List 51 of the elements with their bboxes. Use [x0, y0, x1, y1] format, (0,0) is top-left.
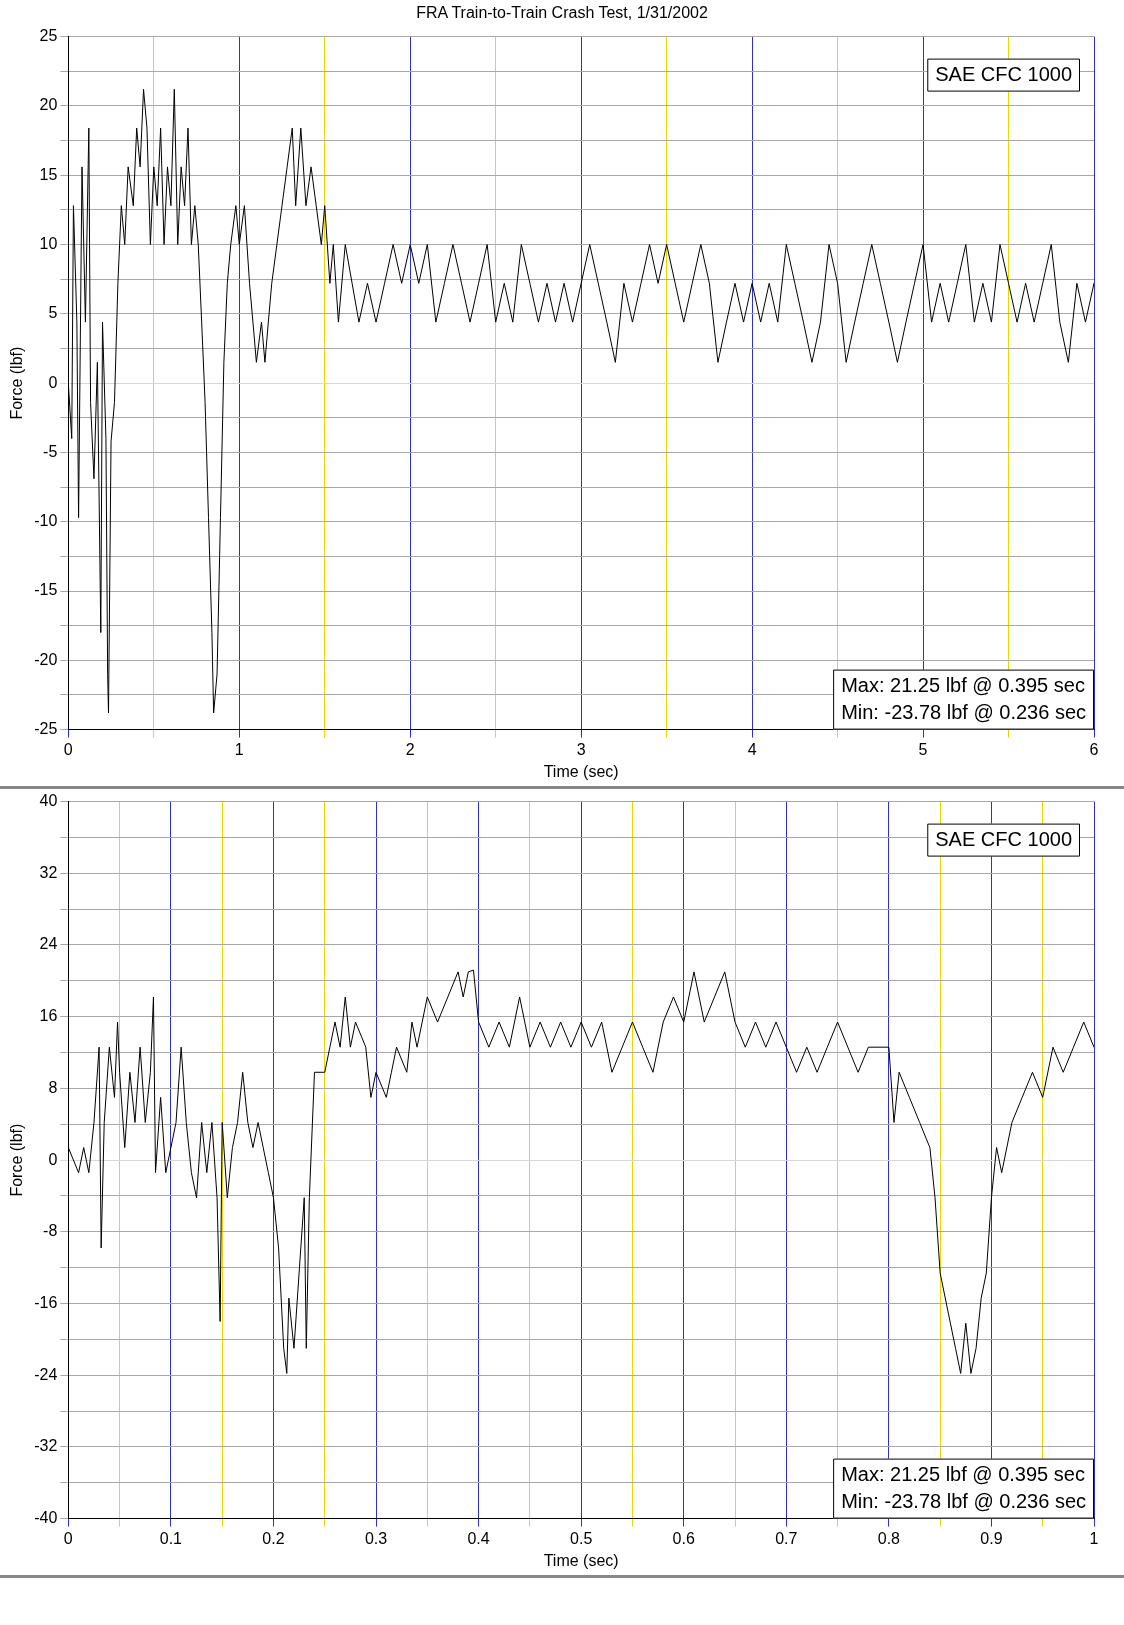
annotation: Min: -23.78 lbf @ 0.236 sec	[841, 700, 1086, 723]
y-tick-label: -8	[43, 1222, 58, 1240]
x-tick-label: 0.7	[775, 1529, 798, 1547]
y-tick-label: 15	[39, 165, 58, 183]
y-tick-label: 40	[39, 792, 58, 810]
y-tick-label: -16	[34, 1293, 58, 1311]
x-axis-title: Time (sec)	[543, 1551, 619, 1569]
x-tick-label: 0.8	[877, 1529, 901, 1547]
annotation: Max: 21.25 lbf @ 0.395 sec	[841, 673, 1085, 696]
y-tick-label: -15	[34, 581, 58, 599]
y-tick-label: 24	[39, 935, 58, 953]
y-tick-label: 0	[48, 1150, 58, 1168]
x-tick-label: 1	[234, 740, 244, 758]
x-tick-label: 0.4	[467, 1529, 490, 1547]
y-tick-label: 10	[39, 234, 58, 252]
annotation: Max: 21.25 lbf @ 0.395 sec	[841, 1462, 1085, 1485]
x-tick-label: 4	[747, 740, 757, 758]
x-tick-label: 0.5	[570, 1529, 593, 1547]
x-tick-label: 1	[1089, 1529, 1099, 1547]
annotation: SAE CFC 1000	[935, 827, 1073, 850]
x-tick-label: 0.1	[159, 1529, 183, 1547]
x-tick-label: 0.3	[364, 1529, 388, 1547]
y-tick-label: -24	[34, 1365, 58, 1383]
y-tick-label: 8	[48, 1078, 58, 1096]
annotation: SAE CFC 1000	[935, 62, 1073, 85]
annotation: Min: -23.78 lbf @ 0.236 sec	[841, 1489, 1086, 1512]
y-axis-title: Force (lbf)	[8, 346, 26, 420]
x-tick-label: 0.6	[672, 1529, 695, 1547]
x-tick-label: 0	[63, 740, 73, 758]
x-tick-label: 0.9	[980, 1529, 1003, 1547]
y-tick-label: 16	[39, 1007, 58, 1025]
y-tick-label: -32	[34, 1437, 58, 1455]
y-tick-label: 0	[48, 373, 58, 391]
y-tick-label: 5	[48, 304, 58, 322]
x-tick-label: 6	[1089, 740, 1099, 758]
x-axis-title: Time (sec)	[543, 762, 619, 780]
y-tick-label: 25	[39, 27, 58, 45]
x-tick-label: 2	[405, 740, 415, 758]
x-tick-label: 0	[63, 1529, 73, 1547]
y-tick-label: -5	[43, 442, 58, 460]
x-tick-label: 3	[576, 740, 586, 758]
x-tick-label: 0.2	[262, 1529, 285, 1547]
y-tick-label: -10	[34, 512, 58, 530]
y-tick-label: -25	[34, 720, 58, 738]
y-tick-label: 32	[39, 863, 58, 881]
y-tick-label: -40	[34, 1509, 58, 1527]
y-axis-title: Force (lbf)	[8, 1123, 26, 1197]
x-tick-label: 5	[918, 740, 928, 758]
y-tick-label: 20	[39, 96, 58, 114]
y-tick-label: -20	[34, 650, 58, 668]
chart-title: FRA Train-to-Train Crash Test, 1/31/2002	[415, 3, 709, 23]
